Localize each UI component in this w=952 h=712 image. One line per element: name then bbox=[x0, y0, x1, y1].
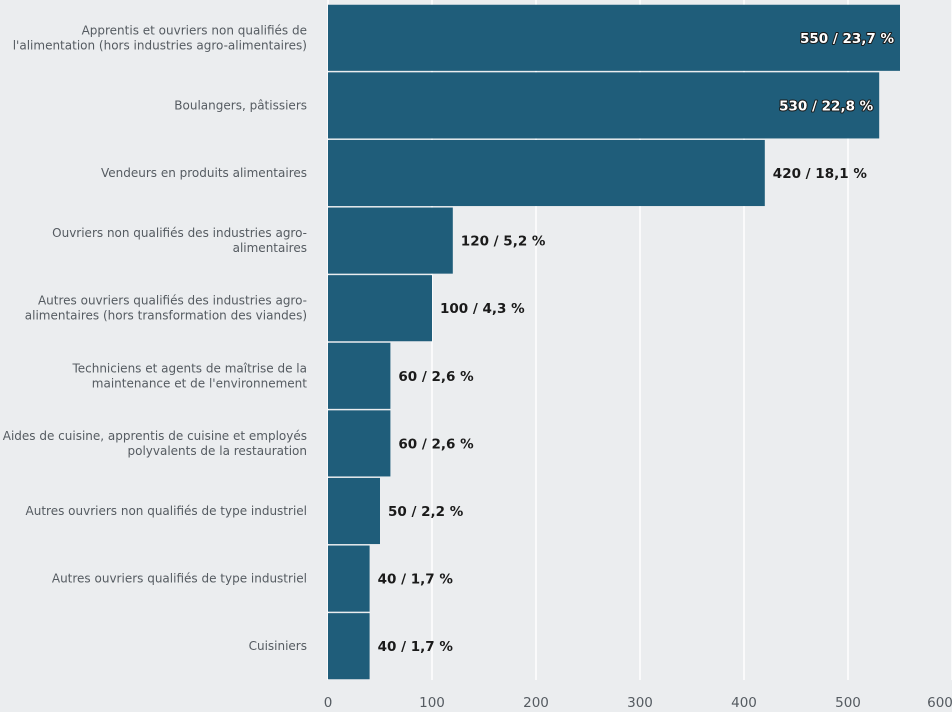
bar bbox=[328, 613, 370, 680]
bar bbox=[328, 72, 880, 139]
x-tick-label: 400 bbox=[731, 695, 757, 711]
x-axis-ticks: 0 100 200 300 400 500 600 bbox=[324, 695, 952, 711]
bars bbox=[328, 4, 900, 680]
data-label: 60 / 2,6 % bbox=[398, 369, 474, 385]
bar bbox=[328, 139, 765, 207]
x-tick-label: 300 bbox=[627, 695, 653, 711]
x-tick-label: 100 bbox=[419, 695, 445, 711]
x-tick-label: 600 bbox=[927, 695, 952, 711]
bar bbox=[328, 207, 453, 274]
category-label: Apprentis et ouvriers non qualifiés de l'… bbox=[13, 23, 307, 52]
data-label: 120 / 5,2 % bbox=[461, 234, 546, 250]
bar bbox=[328, 342, 391, 409]
data-label: 60 / 2,6 % bbox=[398, 436, 474, 452]
data-label: 100 / 4,3 % bbox=[440, 301, 525, 317]
bar bbox=[328, 545, 370, 612]
data-label: 40 / 1,7 % bbox=[378, 572, 454, 588]
x-tick-label: 500 bbox=[835, 695, 861, 711]
category-label: Autres ouvriers qualifiés de type indust… bbox=[52, 572, 307, 586]
data-label: 550 / 23,7 % bbox=[800, 31, 895, 47]
category-label: Autres ouvriers non qualifiés de type in… bbox=[26, 504, 308, 518]
data-label: 420 / 18,1 % bbox=[773, 166, 868, 182]
category-label: Techniciens et agents de maîtrise de la m… bbox=[71, 361, 307, 390]
category-label: Boulangers, pâtissiers bbox=[174, 98, 307, 112]
x-tick-label: 200 bbox=[523, 695, 549, 711]
category-label: Cuisiniers bbox=[249, 639, 307, 653]
category-labels: Apprentis et ouvriers non qualifiés de l'… bbox=[3, 23, 308, 653]
bar bbox=[328, 477, 380, 545]
category-label: Aides de cuisine, apprentis de cuisine e… bbox=[3, 429, 307, 458]
data-label: 40 / 1,7 % bbox=[378, 639, 454, 655]
data-labels: 550 / 23,7 % 530 / 22,8 % 420 / 18,1 % 120 … bbox=[378, 30, 896, 655]
data-label: 50 / 2,2 % bbox=[388, 504, 464, 520]
bar bbox=[328, 4, 900, 71]
category-label: Vendeurs en produits alimentaires bbox=[101, 166, 307, 180]
x-tick-label: 0 bbox=[324, 695, 333, 711]
bar bbox=[328, 410, 391, 477]
data-label: 530 / 22,8 % bbox=[779, 98, 874, 114]
category-label: Autres ouvriers qualifiés des industries… bbox=[25, 294, 307, 323]
bar bbox=[328, 275, 432, 342]
category-label: Ouvriers non qualifiés des industries ag… bbox=[52, 226, 307, 255]
